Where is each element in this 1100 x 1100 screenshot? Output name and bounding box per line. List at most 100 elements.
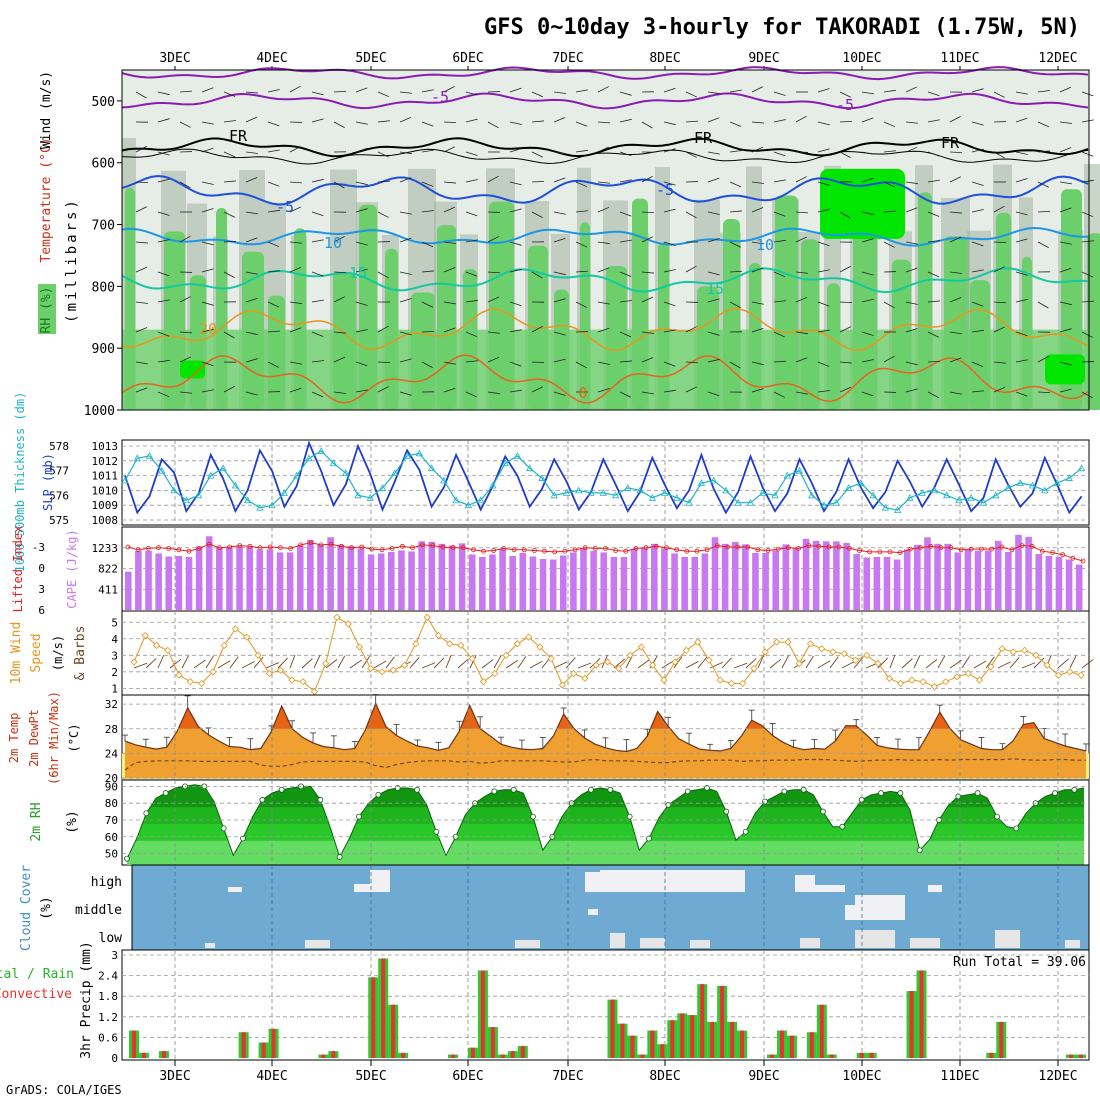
wind-barb-10m	[385, 656, 395, 669]
thickness-point	[599, 489, 607, 496]
thickness-point	[476, 496, 485, 504]
thickness-point	[673, 493, 681, 501]
wind-barb	[465, 211, 478, 217]
wind-speed-point	[998, 645, 1006, 653]
wind-barb	[487, 296, 500, 303]
cloud-level-middle: middle	[75, 903, 122, 918]
date-label-top: 12DEC	[1038, 51, 1077, 66]
contour-label: 10	[756, 236, 774, 254]
isotherm-line	[121, 174, 1089, 206]
lifted-index-point	[399, 543, 405, 549]
cape-bar	[691, 556, 699, 610]
pressure-tick-label: 900	[92, 342, 115, 357]
precip-convective-bar	[161, 1051, 166, 1058]
wind-barb	[905, 241, 918, 245]
precip-convective-bar	[500, 1054, 505, 1058]
thickness-point	[893, 506, 902, 514]
wind-barb	[971, 390, 984, 393]
wind-barb	[1081, 119, 1094, 123]
wind-barb	[817, 361, 830, 367]
cloud-level-high: high	[91, 875, 122, 890]
cape-bar	[347, 546, 355, 610]
precip-convective-bar	[271, 1028, 276, 1058]
wind-barb	[1037, 356, 1049, 363]
wind-barb	[773, 360, 786, 363]
cape-bar	[772, 550, 779, 610]
wind-barb	[751, 361, 764, 366]
wind-speed-point	[502, 651, 510, 659]
wind-barb-10m	[301, 658, 313, 669]
wind-barb	[531, 386, 543, 393]
cape-bar	[125, 571, 132, 610]
precip-convective-bar	[241, 1032, 246, 1058]
wind-barb	[421, 181, 434, 187]
wind-speed-point	[423, 613, 431, 621]
high-cloud-block	[228, 887, 242, 892]
wind-speed-point	[603, 658, 612, 666]
wind-barb	[619, 179, 632, 183]
slp-tick-label: 1010	[92, 484, 119, 497]
date-label-bottom: 9DEC	[748, 1069, 779, 1084]
rh-point	[124, 855, 130, 862]
wind-barb	[817, 121, 830, 126]
lifted-index-point	[440, 544, 446, 550]
slp-ylabel-slp: SLP (mb)	[41, 453, 55, 511]
thickness-point	[562, 489, 571, 496]
pressure-tick-label: 600	[92, 157, 115, 172]
thickness-point	[660, 489, 669, 496]
lifted-index-point	[846, 546, 852, 551]
lifted-index-point	[968, 546, 974, 552]
wind-barb-10m	[325, 659, 338, 669]
thickness-point	[734, 498, 742, 506]
lifted-index-point	[410, 545, 415, 551]
wind-barb	[1081, 391, 1093, 399]
wind-barb	[553, 177, 566, 183]
date-label-top: 4DEC	[256, 51, 287, 66]
wind-barb	[443, 121, 457, 124]
cape-bar	[721, 543, 729, 610]
wind-barb-10m	[229, 656, 239, 669]
wind10-ylabel-units: (m/s)	[51, 635, 65, 671]
wind-barb	[465, 360, 478, 363]
wind-barb	[619, 91, 632, 96]
cloud-ylabel-units: (%)	[39, 896, 54, 919]
thickness-point	[1041, 486, 1049, 494]
wind-barb	[927, 360, 941, 363]
cape-bar	[1045, 555, 1053, 610]
lifted-index-point	[288, 546, 293, 551]
cape-bar	[782, 544, 790, 610]
wind-barb-10m	[529, 660, 543, 669]
rh-point	[646, 835, 652, 842]
cape-bar	[802, 538, 810, 610]
wind-barb	[751, 301, 764, 305]
wind-barb	[267, 301, 280, 308]
rh-tick-label: 90	[105, 780, 118, 793]
lifted-index-point	[471, 547, 476, 553]
cape-bar	[640, 547, 648, 610]
wind-barb	[663, 301, 676, 307]
wind-speed-point	[378, 668, 386, 676]
wind-barb	[1015, 391, 1028, 397]
wind-speed-point	[276, 666, 285, 674]
precip-tick-label: 0	[111, 1052, 118, 1065]
wind-barb	[201, 389, 214, 393]
wind-barb	[597, 267, 610, 273]
rh-point	[1071, 786, 1078, 793]
precip-convective-bar	[391, 1004, 396, 1058]
cape-bar	[681, 556, 688, 610]
wind-barb	[267, 89, 280, 93]
cape-panel: 1233 822 411 -3 0 3 6	[32, 526, 1090, 617]
wind-barb	[927, 271, 940, 278]
lifted-index-point	[938, 545, 944, 551]
wind-speed-point	[446, 640, 454, 648]
temp2m-panel: 32 28 24 20	[105, 694, 1090, 785]
cape-tick-label: 411	[98, 583, 118, 596]
wind-barb-10m	[829, 656, 839, 669]
wind-barb	[1037, 150, 1050, 153]
cape-bar	[833, 541, 840, 610]
wind-barb	[201, 147, 214, 153]
cape-bar	[863, 557, 871, 610]
wind-barb	[333, 331, 346, 334]
rh-legend-swatch	[38, 284, 56, 334]
wind-speed-point	[671, 658, 679, 666]
